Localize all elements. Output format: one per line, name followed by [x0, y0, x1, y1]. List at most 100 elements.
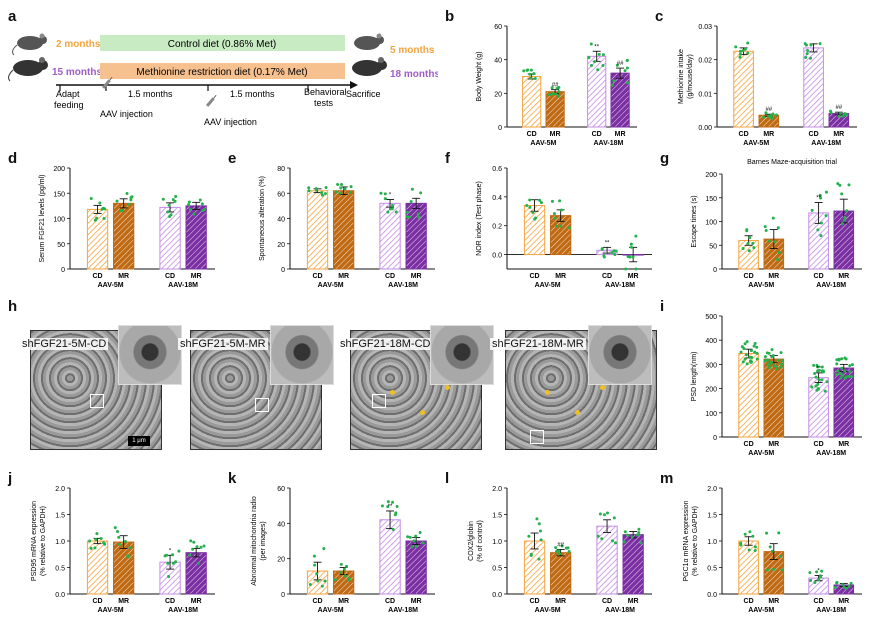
- panel-label-b: b: [445, 8, 455, 25]
- data-point: [557, 90, 561, 94]
- data-point: [605, 511, 609, 515]
- data-point: [845, 375, 849, 379]
- x-tick-label: MR: [628, 598, 639, 605]
- y-tick-label: 0.2: [492, 224, 502, 231]
- significance-mark: *: [169, 548, 172, 554]
- data-point: [538, 198, 542, 202]
- y-tick-label: 0: [281, 592, 285, 599]
- x-tick-label: CD: [814, 598, 824, 605]
- data-point: [776, 358, 780, 362]
- x-tick-label: CD: [602, 598, 612, 605]
- significance-mark: **: [816, 366, 821, 372]
- data-point: [380, 504, 384, 508]
- y-tick-label: 1.5: [707, 513, 717, 520]
- em-zoom-box: [372, 394, 386, 408]
- significance-mark: ##: [835, 105, 842, 111]
- bar-cd-18m: [803, 47, 824, 128]
- data-point: [528, 205, 532, 209]
- data-point: [626, 81, 630, 85]
- group-label: AAV-5M: [318, 607, 344, 614]
- panel-label-k: k: [228, 470, 237, 487]
- y-tick-label: 0.6: [492, 166, 502, 173]
- y-axis-label: PGC1α mRNA expression (% relative to GAPD…: [683, 500, 699, 581]
- data-point: [600, 537, 604, 541]
- data-point: [743, 357, 747, 361]
- x-tick-label: MR: [838, 273, 849, 280]
- data-point: [550, 86, 554, 90]
- data-point: [391, 528, 395, 532]
- data-point: [567, 226, 571, 230]
- data-point: [383, 192, 387, 196]
- data-point: [835, 358, 839, 362]
- significance-mark: *: [817, 568, 820, 574]
- data-point: [192, 540, 196, 544]
- data-point: [394, 511, 398, 515]
- data-point: [394, 210, 398, 214]
- data-point: [813, 580, 817, 584]
- data-point: [847, 183, 851, 187]
- data-point: [324, 186, 328, 190]
- data-point: [829, 109, 833, 113]
- age-young-label: 2 months: [56, 39, 101, 50]
- data-point: [200, 202, 204, 206]
- y-tick-label: 40: [494, 58, 502, 65]
- y-tick-label: 0.0: [55, 592, 65, 599]
- data-point: [313, 563, 317, 567]
- data-point: [819, 221, 823, 225]
- y-tick-label: 20: [494, 91, 502, 98]
- syringe-icon: [102, 76, 113, 89]
- chart-c: 0.00 0.01 0.02 0.03 Methionine intake (g/mous…: [678, 24, 857, 147]
- y-tick-label: 1.5: [55, 513, 65, 520]
- data-point: [558, 224, 562, 228]
- x-tick-label: MR: [768, 441, 779, 448]
- mitochondria-marker: [445, 385, 450, 390]
- y-tick-label: 0: [713, 435, 717, 442]
- y-tick-label: 0.02: [698, 58, 712, 65]
- data-point: [818, 574, 822, 578]
- data-point: [743, 532, 747, 536]
- data-point: [764, 358, 768, 362]
- x-tick-label: CD: [592, 131, 602, 138]
- data-point: [88, 539, 92, 543]
- x-tick-label: MR: [615, 131, 626, 138]
- data-point: [405, 210, 409, 214]
- schematic-panel: 2 months 15 months Control diet (0.86% M…: [8, 33, 438, 127]
- mitochondria-marker: [390, 390, 395, 395]
- y-tick-label: 60: [494, 24, 502, 31]
- data-point: [308, 582, 312, 586]
- data-point: [610, 83, 614, 87]
- data-point: [189, 539, 193, 543]
- data-point: [390, 207, 394, 211]
- control-diet-label: Control diet (0.86% Met): [168, 39, 276, 50]
- data-point: [529, 76, 533, 80]
- x-tick-label: MR: [411, 273, 422, 280]
- x-tick-label: CD: [739, 131, 749, 138]
- x-tick-label: CD: [92, 273, 102, 280]
- bar-cd-5m: [733, 50, 754, 128]
- data-point: [840, 192, 844, 196]
- data-point: [820, 365, 824, 369]
- data-point: [751, 241, 755, 245]
- data-point: [531, 210, 535, 214]
- data-point: [167, 574, 171, 578]
- data-point: [167, 203, 171, 207]
- data-point: [755, 345, 759, 349]
- em-inset-3: [430, 325, 494, 385]
- bar-mr-5m: [113, 202, 135, 270]
- data-point: [625, 66, 629, 70]
- group-label: AAV-18M: [816, 282, 846, 289]
- y-tick-label: 100: [705, 411, 717, 418]
- data-point: [839, 376, 843, 380]
- bar-cd-5m: [738, 353, 759, 438]
- data-point: [837, 114, 841, 118]
- data-point: [98, 201, 102, 205]
- x-tick-label: CD: [312, 273, 322, 280]
- aav-2-label: AAV injection: [204, 117, 257, 127]
- y-axis-label: PSD95 mRNA expression (% relative to GAPD…: [31, 501, 47, 581]
- mr-diet-label: Methionine restriction diet (0.17% Met): [136, 67, 307, 78]
- significance-mark: **: [594, 44, 599, 50]
- data-point: [177, 549, 181, 553]
- data-point: [414, 545, 418, 549]
- data-point: [93, 546, 97, 550]
- group-label: AAV-5M: [535, 282, 561, 289]
